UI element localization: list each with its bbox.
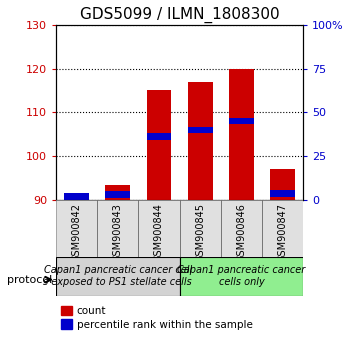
Bar bbox=[270, 169, 295, 200]
Bar bbox=[56, 200, 97, 257]
Bar bbox=[270, 190, 295, 197]
Text: GSM900846: GSM900846 bbox=[236, 203, 247, 262]
Bar bbox=[221, 200, 262, 257]
Text: GSM900845: GSM900845 bbox=[195, 203, 205, 262]
Text: GSM900842: GSM900842 bbox=[71, 203, 82, 262]
Text: Capan1 pancreatic cancer
cells only: Capan1 pancreatic cancer cells only bbox=[177, 265, 305, 287]
Text: GSM900843: GSM900843 bbox=[113, 203, 123, 262]
Bar bbox=[105, 192, 130, 198]
Text: Capan1 pancreatic cancer cell
s exposed to PS1 stellate cells: Capan1 pancreatic cancer cell s exposed … bbox=[43, 265, 192, 287]
Bar bbox=[56, 257, 180, 296]
Bar bbox=[180, 200, 221, 257]
Bar bbox=[105, 185, 130, 200]
Bar bbox=[64, 193, 89, 200]
Bar bbox=[229, 118, 254, 125]
Bar bbox=[188, 82, 213, 200]
Bar bbox=[64, 193, 89, 200]
Bar bbox=[262, 200, 303, 257]
Legend: count, percentile rank within the sample: count, percentile rank within the sample bbox=[61, 306, 253, 330]
Bar bbox=[147, 91, 171, 200]
Bar bbox=[147, 133, 171, 140]
Bar bbox=[229, 69, 254, 200]
Bar bbox=[188, 127, 213, 133]
Text: protocol: protocol bbox=[7, 275, 52, 285]
Bar bbox=[97, 200, 138, 257]
Text: GSM900844: GSM900844 bbox=[154, 203, 164, 262]
Title: GDS5099 / ILMN_1808300: GDS5099 / ILMN_1808300 bbox=[80, 7, 279, 23]
Text: GSM900847: GSM900847 bbox=[278, 203, 288, 262]
Bar bbox=[138, 200, 180, 257]
Bar bbox=[180, 257, 303, 296]
